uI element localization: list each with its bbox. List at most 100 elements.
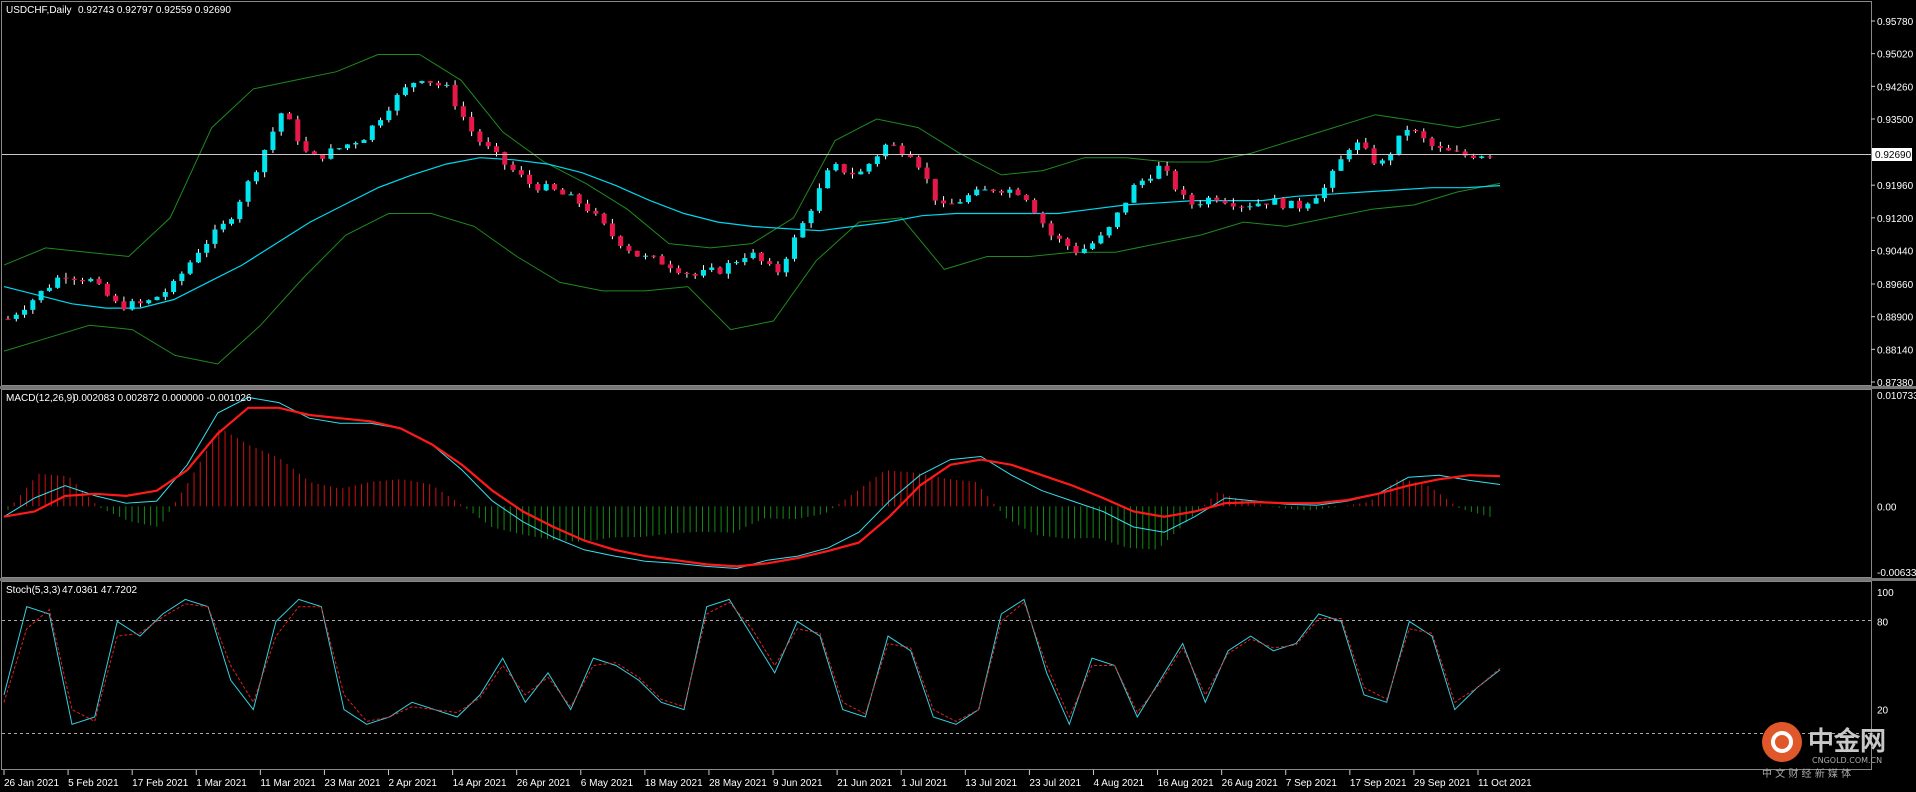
bull-candle (792, 237, 798, 259)
bear-candle (775, 264, 781, 273)
stoch-axis: 100 80 20 (1877, 588, 1894, 717)
bear-candle (560, 189, 566, 195)
bear-candle (303, 141, 309, 152)
bear-candle (5, 318, 11, 320)
bull-candle (46, 287, 52, 291)
time-tick-label: 26 Apr 2021 (517, 778, 571, 789)
bull-candle (88, 278, 94, 282)
bull-candle (22, 309, 28, 315)
macd-values: 0.002083 0.002872 0.000000 -0.001026 (73, 393, 252, 404)
brand-name: 中金网 (1808, 726, 1886, 757)
bear-candle (1172, 170, 1178, 190)
bear-candle (286, 113, 292, 120)
bull-candle (965, 195, 971, 203)
bull-candle (154, 296, 160, 301)
price-tick-label: 0.90440 (1877, 246, 1914, 257)
bear-candle (1222, 200, 1228, 204)
bull-candle (700, 269, 706, 276)
macd-tick-label: 0.00 (1877, 502, 1897, 513)
bull-candle (1479, 156, 1485, 158)
bull-candle (353, 142, 359, 145)
stoch-main-line (3, 598, 1501, 726)
macd-axis: 0.010733 0.00 -0.006337 (1877, 391, 1916, 579)
bear-candle (427, 81, 433, 83)
bear-candle (493, 146, 499, 153)
bull-candle (344, 144, 350, 149)
bear-candle (949, 203, 955, 205)
bear-candle (1371, 148, 1377, 164)
time-tick-label: 17 Sep 2021 (1350, 778, 1407, 789)
bear-candle (452, 84, 458, 107)
time-tick-label: 23 Jul 2021 (1029, 778, 1081, 789)
time-tick-label: 14 Apr 2021 (453, 778, 507, 789)
bull-candle (725, 263, 731, 274)
time-tick-label: 7 Sep 2021 (1286, 778, 1338, 789)
bull-candle (1388, 153, 1394, 161)
bear-candle (485, 142, 491, 147)
bull-candle (1106, 227, 1112, 236)
bull-candle (982, 189, 988, 191)
symbol-label: USDCHF,Daily (6, 5, 72, 16)
bull-candle (643, 255, 649, 257)
time-tick-label: 5 Feb 2021 (68, 778, 119, 789)
bear-candle (137, 301, 143, 304)
bull-candle (1114, 212, 1120, 228)
price-axis: 0.95780 0.95020 0.94260 0.93500 0.91960 0.912… (1871, 17, 1914, 389)
price-tick-label: 0.88900 (1877, 313, 1914, 324)
bear-candle (767, 261, 773, 265)
bollinger-bands (3, 54, 1501, 365)
price-tick-label: 0.91960 (1877, 181, 1914, 192)
bear-candle (634, 250, 640, 257)
bear-candle (502, 152, 508, 165)
bull-candle (1338, 159, 1344, 171)
brand-domain: CNGOLD.COM.CN (1812, 756, 1882, 765)
stoch-tick-label: 80 (1877, 617, 1889, 628)
bull-candle (162, 292, 168, 297)
stoch-values: 47.0361 47.7202 (62, 585, 138, 596)
bear-candle (518, 170, 524, 175)
stochastic-lines (3, 598, 1501, 726)
bear-candle (667, 264, 673, 269)
bull-candle (171, 280, 177, 293)
bull-candle (1321, 187, 1327, 199)
bull-candle (270, 131, 276, 150)
bear-candle (1189, 194, 1195, 205)
stoch-tick-label: 20 (1877, 706, 1889, 717)
bear-candle (576, 194, 582, 204)
bear-candle (1462, 151, 1468, 156)
time-tick-label: 18 May 2021 (645, 778, 703, 789)
macd-panel-frame (1, 389, 1872, 578)
moving-average-line (3, 157, 1501, 309)
bull-candle (1148, 178, 1154, 181)
bear-candle (535, 184, 541, 191)
time-tick-label: 17 Feb 2021 (132, 778, 189, 789)
bear-candle (1181, 189, 1187, 195)
stoch-tick-label: 100 (1877, 588, 1894, 599)
time-tick-label: 29 Sep 2021 (1414, 778, 1471, 789)
bear-candle (1470, 155, 1476, 158)
macd-lines (3, 396, 1501, 570)
bull-candle (220, 223, 226, 230)
bear-candle (469, 116, 475, 132)
bull-candle (957, 202, 963, 204)
bull-candle (1123, 202, 1129, 213)
bull-candle (800, 223, 806, 238)
bear-candle (477, 131, 483, 143)
cngold-watermark: 中金网 CNGOLD.COM.CN 中 文 财 经 新 媒 体 (1762, 722, 1886, 780)
bull-candle (187, 262, 193, 274)
bear-candle (1429, 138, 1435, 147)
main-panel-frame (1, 1, 1872, 386)
bull-candle (1379, 160, 1385, 164)
bull-candle (336, 148, 342, 150)
bull-candle (195, 252, 201, 263)
bear-candle (63, 277, 69, 279)
time-tick-label: 26 Aug 2021 (1222, 778, 1279, 789)
bear-candle (510, 164, 516, 171)
bear-candle (320, 154, 326, 159)
bear-candle (551, 184, 557, 190)
bear-candle (71, 278, 77, 280)
bear-candle (460, 106, 466, 117)
macd-main-line (3, 396, 1501, 570)
bull-candle (419, 81, 425, 83)
